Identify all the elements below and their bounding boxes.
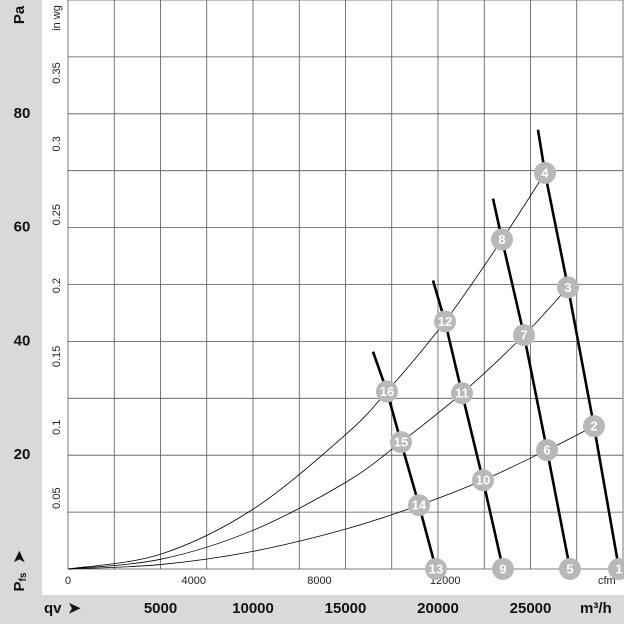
x2-unit: cfm [598, 575, 616, 587]
operating-point [390, 431, 412, 454]
point-label: 2 [590, 419, 597, 434]
operating-point [490, 228, 513, 251]
y2-tick-label: 0.05 [51, 487, 63, 508]
operating-point [608, 558, 624, 580]
y-tick-label: 80 [14, 105, 31, 122]
point-label: 15 [394, 435, 408, 450]
left-band [0, 0, 42, 624]
y2-unit: in wg [51, 5, 63, 31]
operating-point [425, 558, 448, 580]
operating-point [450, 382, 473, 405]
y2-tick-label: 0.3 [51, 136, 63, 151]
y-axis-symbol: Pfs [11, 572, 29, 591]
operating-point [558, 558, 581, 580]
point-label: 4 [541, 165, 549, 180]
point-label: 14 [412, 498, 427, 513]
point-label: 13 [429, 561, 443, 576]
y2-tick-label: 0.35 [51, 62, 63, 83]
y-tick-label: 20 [14, 446, 31, 463]
point-label: 5 [566, 561, 573, 576]
point-label: 8 [498, 232, 505, 247]
system-curve [67, 172, 546, 570]
bottom-band [0, 595, 624, 624]
operating-point [471, 469, 494, 492]
x-tick-label: 20000 [417, 600, 459, 617]
point-label: 16 [380, 384, 394, 399]
y2-tick-label: 0.2 [51, 278, 63, 293]
system-curve [67, 425, 595, 570]
y2-tick-label: 0.15 [51, 346, 63, 367]
point-label: 11 [455, 386, 469, 401]
x2-tick-label: 0 [65, 575, 71, 587]
operating-point [582, 415, 605, 438]
y-symbol: P [11, 581, 28, 591]
operating-point [492, 558, 515, 580]
y-tick-label: 60 [14, 219, 31, 236]
point-label: 12 [438, 314, 452, 329]
y-symbol-sub: fs [18, 572, 29, 581]
x-arrow: ➤ [68, 600, 81, 617]
point-label: 10 [476, 473, 490, 488]
operating-point [513, 324, 536, 347]
point-label: 3 [564, 280, 571, 295]
x-tick-label: 25000 [510, 600, 552, 617]
y-axis-label: Pa [11, 5, 28, 24]
point-label: 1 [615, 561, 622, 576]
x2-tick-label: 4000 [181, 575, 205, 587]
operating-point [556, 276, 579, 299]
x-tick-label: 5000 [144, 600, 177, 617]
x-axis-symbol: qv [44, 600, 62, 617]
x2-tick-label: 8000 [307, 575, 331, 587]
y2-tick-label: 0.25 [51, 204, 63, 225]
y2-tick-label: 0.1 [51, 420, 63, 435]
operating-point [536, 439, 559, 462]
x-unit: m³/h [580, 600, 612, 617]
point-label: 9 [499, 561, 506, 576]
x-tick-label: 10000 [232, 600, 274, 617]
y-arrow: ➤ [11, 550, 28, 563]
point-label: 6 [543, 443, 550, 458]
system-curve [67, 287, 569, 570]
operating-point [408, 494, 431, 517]
point-label: 7 [520, 328, 527, 343]
y-tick-label: 40 [14, 332, 31, 349]
operating-point [375, 380, 398, 403]
operating-point [534, 161, 557, 184]
x-tick-label: 15000 [325, 600, 367, 617]
operating-point [433, 310, 456, 333]
